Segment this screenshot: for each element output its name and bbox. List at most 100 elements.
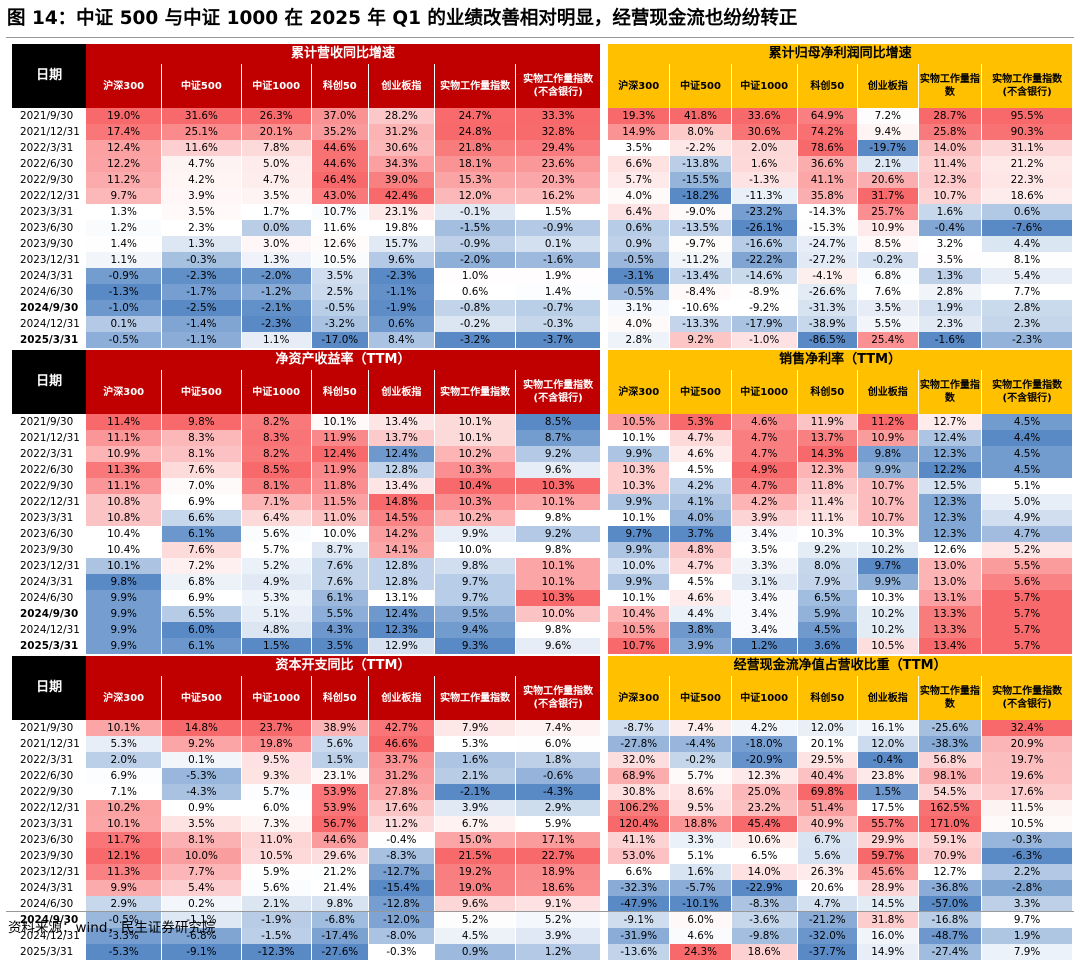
table-row: 2024/12/31 0.1% -1.4% -2.3% -3.2% 0.6% -0.2% -0… [12, 316, 1072, 332]
left-value-cell: -1.9% [367, 300, 435, 316]
right-value-cell: 10.3% [796, 526, 858, 542]
left-value-cell: 28.2% [367, 108, 435, 124]
right-value-cell: 4.4% [981, 236, 1072, 252]
left-value-cell: 11.0% [310, 510, 369, 526]
left-value-cell: 13.4% [367, 414, 435, 430]
section-gap [599, 478, 609, 494]
left-value-cell: -0.4% [367, 832, 435, 848]
table-row: 2022/9/30 11.1% 7.0% 8.1% 11.8% 13.4% 10.4% 10.… [12, 478, 1072, 494]
row-date: 2021/12/31 [20, 126, 80, 138]
right-value-cell: 12.3% [917, 526, 982, 542]
right-value-cell: 4.4% [669, 606, 732, 622]
left-value-cell: 0.0% [240, 220, 312, 236]
right-value-cell: 4.5% [669, 574, 732, 590]
left-value-cell: 11.1% [86, 430, 162, 446]
left-value-cell: -1.1% [367, 284, 435, 300]
left-value-cell: 1.8% [515, 752, 600, 768]
row-date: 2025/3/31 [20, 334, 79, 346]
section-gap [599, 622, 609, 638]
row-date: 2023/6/30 [20, 528, 74, 540]
left-value-cell: -0.8% [433, 300, 516, 316]
left-value-cell: 9.8% [515, 622, 600, 638]
right-value-cell: -18.2% [669, 188, 732, 204]
right-value-cell: 3.6% [796, 638, 858, 654]
left-value-cell: 10.1% [310, 414, 369, 430]
right-value-cell: 1.3% [917, 268, 982, 284]
right-value-cell: 24.3% [669, 944, 732, 960]
row-date: 2023/3/31 [20, 512, 74, 524]
left-value-cell: 1.5% [310, 752, 369, 768]
table-row: 2024/6/30 9.9% 6.9% 5.3% 6.1% 13.1% 9.7% 10.3% 1… [12, 590, 1072, 606]
left-value-cell: -3.7% [515, 332, 600, 348]
right-value-cell: 171.0% [917, 816, 982, 832]
left-value-cell: 12.1% [86, 848, 162, 864]
row-date: 2025/3/31 [20, 640, 79, 652]
left-value-cell: 10.8% [86, 494, 162, 510]
table-row: 2021/12/31 5.3% 9.2% 19.8% 5.6% 46.6% 5.3% 6.0%… [12, 736, 1072, 752]
left-value-cell: 10.3% [433, 462, 516, 478]
section-gap [599, 606, 609, 622]
right-column-header: 中证1000 [730, 676, 798, 720]
right-value-cell: 1.6% [917, 204, 982, 220]
left-value-cell: 7.3% [240, 816, 312, 832]
table-row: 2022/3/31 2.0% 0.1% 9.5% 1.5% 33.7% 1.6% 1.8% 32… [12, 752, 1072, 768]
left-column-header: 实物工作量指数 (不含银行) [515, 64, 600, 108]
section-gap [599, 638, 609, 654]
left-value-cell: -1.1% [161, 912, 242, 928]
left-value-cell: 1.2% [86, 220, 162, 236]
right-value-cell: -13.8% [669, 156, 732, 172]
left-value-cell: 8.1% [161, 832, 242, 848]
left-value-cell: 53.9% [310, 800, 369, 816]
left-value-cell: 13.7% [367, 430, 435, 446]
left-value-cell: 14.8% [367, 494, 435, 510]
left-value-cell: 1.4% [515, 284, 600, 300]
right-value-cell: 19.7% [981, 752, 1072, 768]
right-value-cell: -27.4% [917, 944, 982, 960]
left-value-cell: 1.3% [240, 252, 312, 268]
right-value-cell: 2.8% [981, 300, 1072, 316]
right-column-header: 中证1000 [730, 64, 798, 108]
left-value-cell: 10.4% [433, 478, 516, 494]
left-value-cell: 12.0% [433, 188, 516, 204]
row-date: 2021/12/31 [20, 432, 80, 444]
left-value-cell: 11.4% [86, 414, 162, 430]
left-value-cell: 1.6% [433, 752, 516, 768]
column-header-row: 沪深300 中证500 中证1000 科创50 创业板指 实物工作量指数 实物工作量指数 (… [12, 370, 1072, 414]
right-value-cell: 16.1% [857, 720, 919, 736]
right-value-cell: 6.6% [608, 864, 670, 880]
right-value-cell: -8.3% [730, 896, 798, 912]
left-value-cell: 5.3% [433, 736, 516, 752]
table-row: 2023/6/30 10.4% 6.1% 5.6% 10.0% 14.2% 9.9% 9.2%… [12, 526, 1072, 542]
left-value-cell: 9.8% [161, 414, 242, 430]
right-value-cell: 12.0% [857, 736, 919, 752]
left-value-cell: 10.0% [161, 848, 242, 864]
left-value-cell: 10.1% [86, 558, 162, 574]
right-value-cell: -26.6% [796, 284, 858, 300]
right-value-cell: -0.4% [857, 752, 919, 768]
right-value-cell: 4.5% [981, 462, 1072, 478]
right-value-cell: 8.0% [669, 124, 732, 140]
table-row: 2023/9/30 10.4% 7.6% 5.7% 8.7% 14.1% 10.0% 9.8%… [12, 542, 1072, 558]
table-row: 2021/12/31 17.4% 25.1% 20.1% 35.2% 31.2% 24.8%… [12, 124, 1072, 140]
right-value-cell: 31.8% [857, 912, 919, 928]
left-value-cell: -5.3% [161, 768, 242, 784]
left-value-cell: 11.0% [240, 832, 312, 848]
left-value-cell: 9.8% [433, 558, 516, 574]
right-value-cell: -24.7% [796, 236, 858, 252]
left-value-cell: -9.1% [161, 944, 242, 960]
left-value-cell: 9.6% [515, 462, 600, 478]
left-section-title: 净资产收益率（TTM） [86, 350, 600, 370]
left-value-cell: 7.6% [161, 462, 242, 478]
column-header-row: 沪深300 中证500 中证1000 科创50 创业板指 实物工作量指数 实物工作量指数 (… [12, 64, 1072, 108]
section-gap [599, 510, 609, 526]
left-value-cell: 4.7% [161, 156, 242, 172]
left-value-cell: 11.2% [86, 172, 162, 188]
right-value-cell: 10.7% [857, 494, 919, 510]
left-value-cell: 33.7% [367, 752, 435, 768]
left-value-cell: 5.2% [240, 558, 312, 574]
table-row: 2021/9/30 10.1% 14.8% 23.7% 38.9% 42.7% 7.9% 7.… [12, 720, 1072, 736]
left-column-header: 沪深300 [86, 676, 162, 720]
right-value-cell: 2.8% [917, 284, 982, 300]
section-gap [599, 64, 609, 108]
right-value-cell: 12.7% [917, 414, 982, 430]
